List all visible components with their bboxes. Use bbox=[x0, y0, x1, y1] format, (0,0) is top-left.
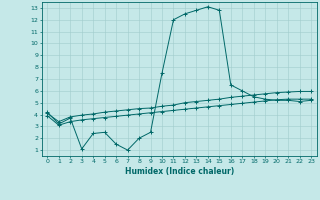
X-axis label: Humidex (Indice chaleur): Humidex (Indice chaleur) bbox=[124, 167, 234, 176]
